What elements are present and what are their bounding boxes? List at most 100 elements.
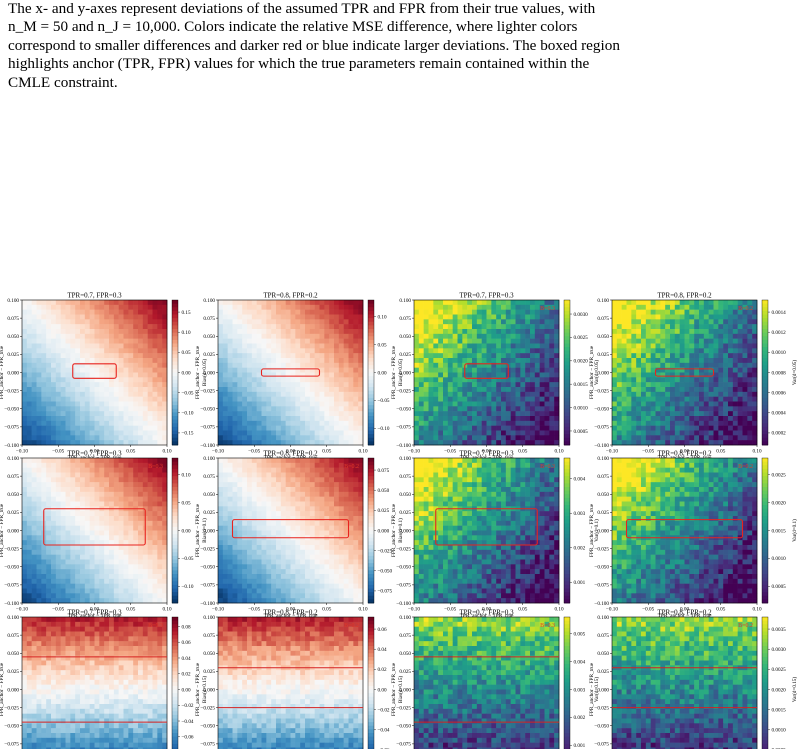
heatmap-cell [152, 401, 158, 407]
heatmap-cell [650, 440, 656, 446]
heatmap-cell [491, 396, 497, 402]
heatmap-cell [280, 440, 286, 446]
heatmap-cell [133, 511, 139, 517]
heatmap-cell [280, 314, 286, 320]
heatmap-cell [539, 440, 545, 446]
heatmap-cell [723, 358, 729, 364]
heatmap-cell [505, 401, 511, 407]
heatmap-cell [65, 372, 71, 378]
colorbar-tick-label: 0.10 [182, 330, 191, 336]
heatmap-cell [104, 362, 110, 368]
heatmap-cell [80, 549, 86, 555]
heatmap-cell [655, 435, 661, 441]
heatmap-cell [462, 430, 468, 436]
heatmap-cell [222, 396, 228, 402]
heatmap-cell [22, 338, 28, 344]
heatmap-cell [256, 411, 262, 417]
heatmap-cell [305, 396, 311, 402]
heatmap-cell [142, 583, 148, 589]
heatmap-cell [348, 309, 354, 315]
heatmap-cell [247, 440, 253, 446]
heatmap-cell [433, 300, 439, 306]
heatmap-cell [732, 416, 738, 422]
heatmap-cell [162, 593, 168, 599]
heatmap-cell [447, 396, 453, 402]
heatmap-cell [118, 535, 124, 541]
heatmap-cell [481, 440, 487, 446]
heatmap-cell [655, 353, 661, 359]
heatmap-cell [51, 406, 57, 412]
heatmap-cell [491, 440, 497, 446]
heatmap-cell [534, 382, 540, 388]
colorbar-segment [172, 494, 178, 499]
heatmap-cell [486, 382, 492, 388]
heatmap-cell [752, 362, 758, 368]
heatmap-cell [554, 348, 560, 354]
heatmap-cell [534, 377, 540, 383]
heatmap-cell [655, 372, 661, 378]
heatmap-cell [104, 319, 110, 325]
heatmap-cell [118, 411, 124, 417]
heatmap-cell [486, 391, 492, 397]
heatmap-cell [423, 329, 429, 335]
heatmap-cell [423, 362, 429, 368]
heatmap-cell [530, 314, 536, 320]
heatmap-cell [46, 520, 52, 526]
heatmap-cell [22, 333, 28, 339]
heatmap-cell [324, 458, 330, 464]
heatmap-cell [133, 324, 139, 330]
heatmap-cell [539, 362, 545, 368]
heatmap-cell [319, 458, 325, 464]
heatmap-cell [314, 300, 320, 306]
heatmap-cell [626, 300, 632, 306]
y-tick-label: 0.100 [203, 298, 215, 304]
heatmap-cell [109, 343, 115, 349]
heatmap-cell [329, 401, 335, 407]
heatmap-cell [65, 358, 71, 364]
heatmap-cell [227, 372, 233, 378]
heatmap-cell [113, 343, 119, 349]
heatmap-cell [247, 425, 253, 431]
heatmap-cell [457, 440, 463, 446]
heatmap-cell [423, 367, 429, 373]
heatmap-cell [554, 411, 560, 417]
heatmap-cell [31, 545, 37, 551]
heatmap-cell [358, 377, 364, 383]
colorbar-segment [368, 361, 374, 366]
heatmap-cell [118, 372, 124, 378]
heatmap-cell [438, 401, 444, 407]
heatmap-cell [232, 304, 238, 310]
heatmap-cell [329, 319, 335, 325]
heatmap-cell [515, 396, 521, 402]
heatmap-cell [89, 583, 95, 589]
heatmap-cell [152, 435, 158, 441]
heatmap-cell [70, 382, 76, 388]
heatmap-cell [467, 353, 473, 359]
heatmap-cell [703, 396, 709, 402]
heatmap-cell [660, 319, 666, 325]
heatmap-cell [534, 348, 540, 354]
heatmap-cell [89, 458, 95, 464]
heatmap-cell [476, 309, 482, 315]
heatmap-cell [147, 304, 153, 310]
heatmap-cell [276, 401, 282, 407]
heatmap-cell [232, 462, 238, 468]
heatmap-cell [699, 362, 705, 368]
heatmap-cell [290, 382, 296, 388]
heatmap-cell [496, 425, 502, 431]
heatmap-cell [118, 367, 124, 373]
heatmap-cell [476, 406, 482, 412]
colorbar-tick-label: 0.05 [182, 500, 191, 506]
heatmap-cell [138, 516, 144, 522]
heatmap-cell [36, 520, 42, 526]
heatmap-cell [447, 430, 453, 436]
heatmap-cell [295, 411, 301, 417]
heatmap-cell [75, 391, 81, 397]
heatmap-cell [80, 574, 86, 580]
heatmap-cell [476, 338, 482, 344]
heatmap-cell [251, 309, 257, 315]
heatmap-cell [645, 401, 651, 407]
heatmap-cell [94, 358, 100, 364]
heatmap-cell [237, 300, 243, 306]
colorbar-segment [172, 390, 178, 395]
